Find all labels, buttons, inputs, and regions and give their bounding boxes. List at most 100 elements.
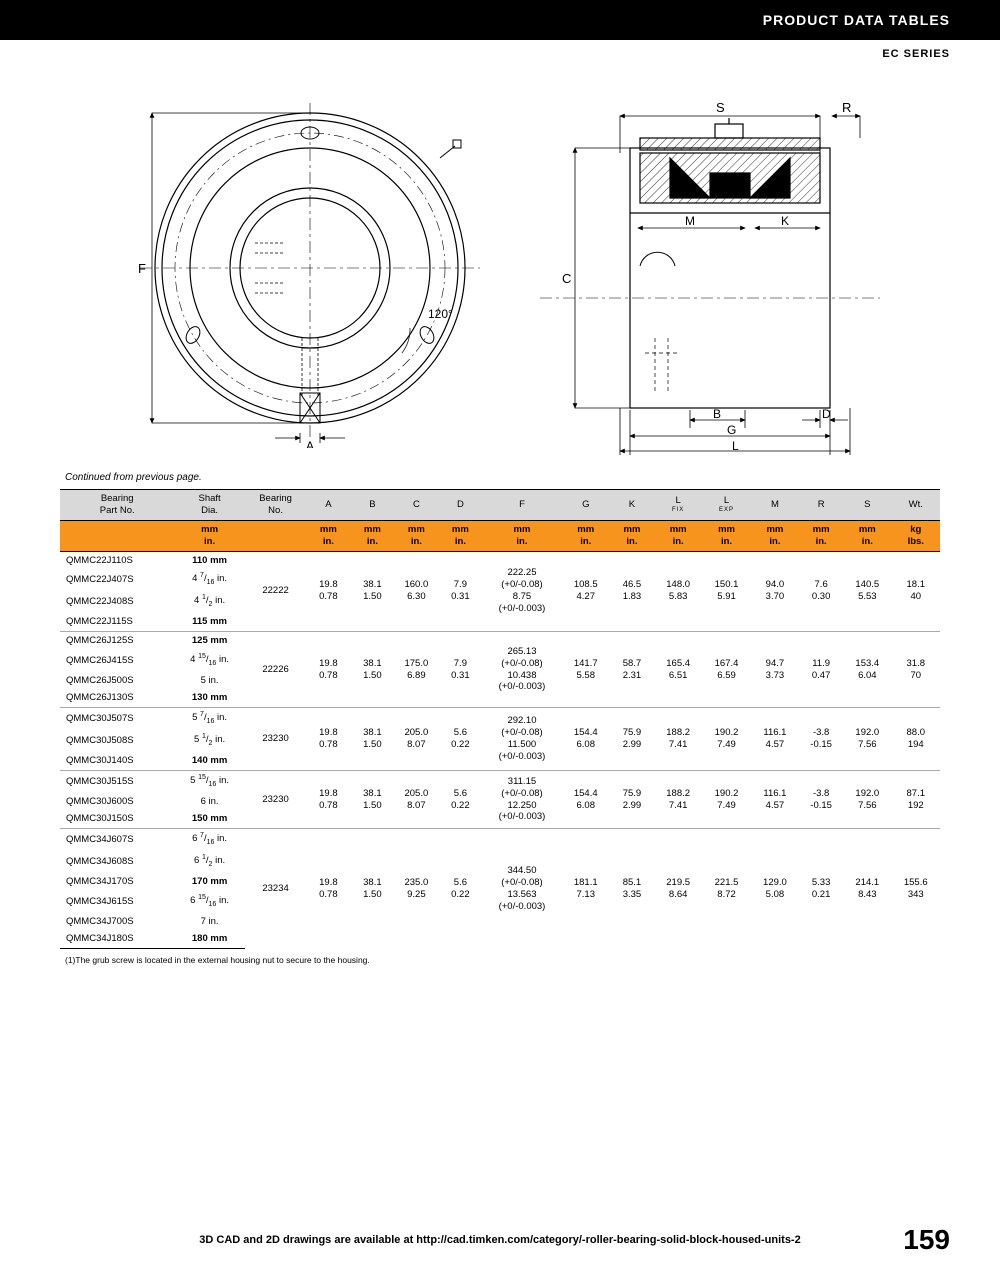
shaft-dia: 180 mm	[174, 930, 244, 948]
shaft-dia: 140 mm	[174, 752, 244, 770]
spec-LEXP: 190.27.49	[702, 770, 750, 829]
spec-G: 141.75.58	[562, 631, 610, 707]
svg-text:C: C	[562, 271, 571, 286]
part-number: QMMC34J608S	[60, 851, 174, 873]
svg-text:G: G	[727, 423, 736, 437]
spec-F: 265.13(+0/-0.08)10.438(+0/-0.003)	[482, 631, 561, 707]
bearing-no: 23230	[245, 770, 307, 829]
spec-LEXP: 221.58.72	[702, 829, 750, 949]
svg-text:L: L	[732, 439, 739, 453]
shaft-dia: 5 in.	[174, 672, 244, 690]
shaft-dia: 170 mm	[174, 873, 244, 891]
svg-text:D: D	[822, 407, 831, 421]
spec-LEXP: 167.46.59	[702, 631, 750, 707]
data-table-wrap: BearingPart No.ShaftDia.BearingNo.ABCDFG…	[0, 489, 1000, 949]
spec-G: 154.46.08	[562, 708, 610, 770]
spec-K: 85.13.35	[610, 829, 654, 949]
spec-D: 5.60.22	[438, 770, 482, 829]
col-unit: mmin.	[306, 520, 350, 551]
part-number: QMMC30J600S	[60, 793, 174, 811]
spec-C: 160.06.30	[394, 551, 438, 631]
spec-D: 7.90.31	[438, 551, 482, 631]
col-unit: mmin.	[799, 520, 843, 551]
spec-G: 181.17.13	[562, 829, 610, 949]
shaft-dia: 4 15/16 in.	[174, 650, 244, 672]
svg-text:M: M	[685, 214, 695, 228]
spec-A: 19.80.78	[306, 631, 350, 707]
spec-S: 192.07.56	[843, 708, 891, 770]
spec-B: 38.11.50	[350, 770, 394, 829]
spec-B: 38.11.50	[350, 631, 394, 707]
spec-A: 19.80.78	[306, 829, 350, 949]
spec-M: 129.05.08	[751, 829, 799, 949]
spec-Wt: 18.140	[892, 551, 940, 631]
spec-S: 214.18.43	[843, 829, 891, 949]
spec-D: 5.60.22	[438, 829, 482, 949]
col-header: ShaftDia.	[174, 490, 244, 521]
part-number: QMMC22J407S	[60, 569, 174, 591]
part-number: QMMC22J408S	[60, 591, 174, 613]
shaft-dia: 150 mm	[174, 810, 244, 828]
spec-Wt: 31.870	[892, 631, 940, 707]
diagram-side: C S R M K B D G L	[520, 98, 890, 458]
shaft-dia: 7 in.	[174, 913, 244, 931]
col-header: A	[306, 490, 350, 521]
col-unit: mmin.	[843, 520, 891, 551]
svg-text:S: S	[716, 100, 725, 115]
col-header: F	[482, 490, 561, 521]
col-header: B	[350, 490, 394, 521]
spec-G: 154.46.08	[562, 770, 610, 829]
spec-S: 192.07.56	[843, 770, 891, 829]
spec-C: 235.09.25	[394, 829, 438, 949]
spec-M: 116.14.57	[751, 708, 799, 770]
shaft-dia: 6 in.	[174, 793, 244, 811]
part-number: QMMC30J507S	[60, 708, 174, 730]
col-unit	[245, 520, 307, 551]
part-number: QMMC34J615S	[60, 891, 174, 913]
angle-label: 120°	[428, 307, 453, 321]
part-number: QMMC26J130S	[60, 689, 174, 707]
continued-note: Continued from previous page.	[0, 468, 1000, 489]
spec-F: 292.10(+0/-0.08)11.500(+0/-0.003)	[482, 708, 561, 770]
shaft-dia: 110 mm	[174, 551, 244, 569]
diagrams-region: F A 120°	[0, 68, 1000, 468]
part-number: QMMC34J170S	[60, 873, 174, 891]
part-number: QMMC26J125S	[60, 631, 174, 649]
col-unit: mmin.	[482, 520, 561, 551]
spec-B: 38.11.50	[350, 551, 394, 631]
spec-F: 311.15(+0/-0.08)12.250(+0/-0.003)	[482, 770, 561, 829]
shaft-dia: 4 1/2 in.	[174, 591, 244, 613]
footnote: (1)The grub screw is located in the exte…	[0, 949, 1000, 965]
shaft-dia: 5 7/16 in.	[174, 708, 244, 730]
spec-LFIX: 165.46.51	[654, 631, 702, 707]
spec-LEXP: 190.27.49	[702, 708, 750, 770]
spec-M: 94.03.70	[751, 551, 799, 631]
spec-G: 108.54.27	[562, 551, 610, 631]
spec-S: 153.46.04	[843, 631, 891, 707]
spec-LFIX: 148.05.83	[654, 551, 702, 631]
spec-C: 205.08.07	[394, 770, 438, 829]
spec-M: 94.73.73	[751, 631, 799, 707]
part-number: QMMC30J508S	[60, 730, 174, 752]
part-number: QMMC30J150S	[60, 810, 174, 828]
col-header: Wt.	[892, 490, 940, 521]
spec-R: -3.8-0.15	[799, 770, 843, 829]
bearing-no: 23230	[245, 708, 307, 770]
part-number: QMMC26J415S	[60, 650, 174, 672]
diagram-front: F A 120°	[110, 98, 480, 458]
spec-B: 38.11.50	[350, 708, 394, 770]
col-header: LEXP	[702, 490, 750, 521]
part-number: QMMC30J140S	[60, 752, 174, 770]
col-header: M	[751, 490, 799, 521]
part-number: QMMC34J180S	[60, 930, 174, 948]
spec-F: 222.25(+0/-0.08)8.75(+0/-0.003)	[482, 551, 561, 631]
part-number: QMMC26J500S	[60, 672, 174, 690]
spec-D: 5.60.22	[438, 708, 482, 770]
spec-D: 7.90.31	[438, 631, 482, 707]
bearing-no: 22226	[245, 631, 307, 707]
col-unit: mmin.	[394, 520, 438, 551]
col-header: R	[799, 490, 843, 521]
bearing-no: 22222	[245, 551, 307, 631]
header-title: PRODUCT DATA TABLES	[0, 0, 1000, 40]
spec-K: 46.51.83	[610, 551, 654, 631]
